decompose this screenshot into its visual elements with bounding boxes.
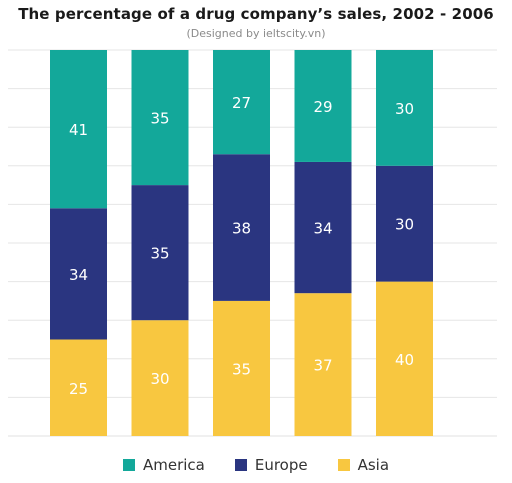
data-label-europe-2004: 38 [232,220,251,238]
chart-subtitle: (Designed by ieltscity.vn) [186,27,326,40]
data-label-europe-2005: 34 [313,220,332,238]
bar-europe-2005 [294,161,352,294]
bar-europe-2003 [131,185,189,321]
legend: America Europe Asia [0,456,512,474]
legend-label-europe: Europe [254,456,308,474]
bar-europe-2004 [213,154,270,301]
bar-asia-2004 [213,300,270,436]
bar-asia-2005 [294,293,352,436]
legend-swatch-europe [234,459,247,471]
chart-title: The percentage of a drug company’s sales… [18,5,494,23]
data-label-america-2002: 41 [69,121,88,139]
data-label-america-2005: 29 [313,98,332,116]
bar-america-2002 [50,50,107,209]
bar-asia-2003 [131,320,189,436]
data-label-america-2006: 30 [395,100,414,118]
data-label-asia-2006: 40 [395,351,414,369]
data-label-asia-2003: 30 [150,370,169,388]
bar-america-2006 [376,50,433,166]
legend-label-america: America [142,456,205,474]
data-label-europe-2006: 30 [395,216,414,234]
data-label-europe-2003: 35 [150,245,169,263]
legend-item-america: America [122,456,205,474]
bars [50,50,433,436]
legend-label-asia: Asia [357,456,390,474]
legend-swatch-america [122,459,135,471]
bar-europe-2002 [50,208,107,340]
bar-america-2005 [294,50,352,162]
data-label-asia-2004: 35 [232,360,251,378]
data-labels: 25 34 41 30 35 35 35 38 27 37 34 29 40 30 30 [69,94,414,398]
bar-europe-2006 [376,165,433,282]
legend-swatch-asia [337,459,350,471]
legend-item-asia: Asia [337,456,390,474]
bar-asia-2006 [376,281,433,436]
data-label-america-2003: 35 [150,110,169,128]
data-label-asia-2005: 37 [313,357,332,375]
bar-america-2003 [131,50,189,186]
data-label-asia-2002: 25 [69,380,88,398]
legend-item-europe: Europe [234,456,308,474]
data-label-america-2004: 27 [232,94,251,112]
data-label-europe-2002: 34 [69,266,88,284]
bar-asia-2002 [50,339,107,436]
bar-america-2004 [213,50,270,155]
